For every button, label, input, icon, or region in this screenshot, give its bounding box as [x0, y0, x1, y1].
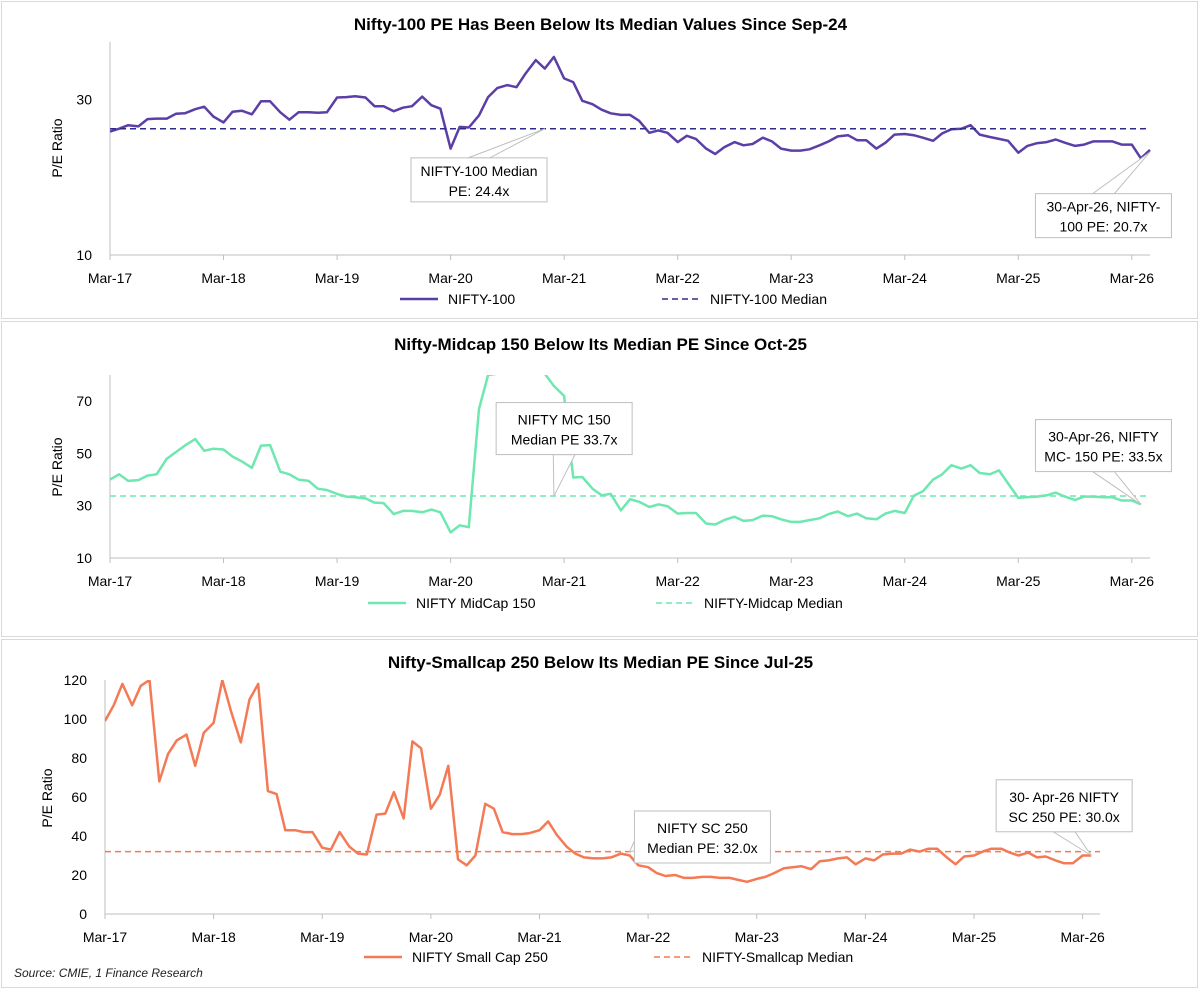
- smallcap-x-tick-label: Mar-18: [191, 929, 236, 945]
- midcap-x-tick-label: Mar-23: [769, 573, 814, 589]
- midcap-legend-label: NIFTY MidCap 150: [416, 595, 536, 611]
- smallcap-y-tick-label: 40: [71, 828, 87, 844]
- nifty-100-chart-panel: Nifty-100 PE Has Been Below Its Median V…: [1, 1, 1198, 319]
- midcap-x-tick-label: Mar-21: [542, 573, 587, 589]
- midcap-x-tick-label: Mar-20: [428, 573, 473, 589]
- midcap-x-tick-label: Mar-24: [883, 573, 928, 589]
- midcap-y-axis-label: P/E Ratio: [49, 437, 65, 496]
- nifty100-x-tick-label: Mar-23: [769, 270, 814, 286]
- smallcap-y-tick-label: 80: [71, 750, 87, 766]
- midcap-x-tick-label: Mar-25: [996, 573, 1041, 589]
- nifty100-callout-text: 100 PE: 20.7x: [1059, 219, 1147, 235]
- smallcap-callout-box: [633, 810, 771, 864]
- nifty100-y-tick-label: 10: [76, 247, 92, 263]
- nifty100-series-nifty-100: [110, 55, 1151, 160]
- nifty100-callout-text: 30-Apr-26, NIFTY-: [1047, 199, 1161, 215]
- smallcap-y-tick-label: 0: [79, 906, 87, 922]
- smallcap-callout-box: [995, 779, 1133, 833]
- midcap-callout-text: 30-Apr-26, NIFTY: [1048, 429, 1159, 445]
- nifty-smallcap-chart-panel: Nifty-Smallcap 250 Below Its Median PE S…: [1, 639, 1198, 988]
- nifty100-y-tick-label: 30: [76, 91, 92, 107]
- nifty100-callout-pointer: [467, 128, 546, 159]
- nifty100-x-tick-label: Mar-21: [542, 270, 587, 286]
- nifty100-x-tick-label: Mar-19: [315, 270, 360, 286]
- smallcap-legend-label: NIFTY-Smallcap Median: [702, 949, 853, 965]
- smallcap-x-tick-label: Mar-21: [517, 929, 562, 945]
- smallcap-callout-text: SC 250 PE: 30.0x: [1009, 809, 1120, 825]
- midcap-series-nifty-midcap-150: [110, 375, 1142, 534]
- midcap-chart-title: Nifty-Midcap 150 Below Its Median PE Sin…: [394, 335, 807, 354]
- midcap-callout-text: Median PE 33.7x: [511, 432, 618, 448]
- nifty100-callout-text: PE: 24.4x: [449, 183, 510, 199]
- smallcap-series-nifty-small-cap-250: [105, 680, 1092, 884]
- smallcap-callout-text: NIFTY SC 250: [657, 820, 748, 836]
- smallcap-y-tick-label: 60: [71, 789, 87, 805]
- smallcap-x-tick-label: Mar-25: [952, 929, 997, 945]
- nifty100-x-tick-label: Mar-20: [428, 270, 473, 286]
- nifty100-chart-svg: Nifty-100 PE Has Been Below Its Median V…: [49, 15, 1172, 307]
- smallcap-y-tick-label: 100: [64, 711, 88, 727]
- nifty100-callout-pointer: [1091, 151, 1151, 195]
- smallcap-chart-title: Nifty-Smallcap 250 Below Its Median PE S…: [388, 653, 813, 672]
- nifty100-x-tick-label: Mar-26: [1110, 270, 1155, 286]
- smallcap-callout-text: 30- Apr-26 NIFTY: [1009, 789, 1119, 805]
- nifty100-x-tick-label: Mar-17: [88, 270, 133, 286]
- nifty100-x-tick-label: Mar-24: [883, 270, 928, 286]
- midcap-callout-box: [1034, 419, 1172, 473]
- smallcap-x-tick-label: Mar-22: [626, 929, 671, 945]
- smallcap-callout-text: Median PE: 32.0x: [647, 840, 758, 856]
- nifty100-x-tick-label: Mar-18: [201, 270, 246, 286]
- smallcap-legend-label: NIFTY Small Cap 250: [412, 949, 548, 965]
- smallcap-x-tick-label: Mar-23: [735, 929, 780, 945]
- nifty100-callout-box: [1034, 193, 1172, 239]
- smallcap-x-tick-label: Mar-26: [1060, 929, 1105, 945]
- smallcap-y-tick-label: 20: [71, 867, 87, 883]
- smallcap-x-tick-label: Mar-24: [843, 929, 888, 945]
- midcap-y-tick-label: 70: [76, 393, 92, 409]
- midcap-y-tick-label: 10: [76, 550, 92, 566]
- nifty100-callout-text: NIFTY-100 Median: [421, 163, 538, 179]
- midcap-callout-text: MC- 150 PE: 33.5x: [1044, 449, 1162, 465]
- smallcap-y-axis-label: P/E Ratio: [39, 768, 55, 827]
- midcap-x-tick-label: Mar-19: [315, 573, 360, 589]
- midcap-callout-text: NIFTY MC 150: [518, 412, 611, 428]
- midcap-x-tick-label: Mar-17: [88, 573, 133, 589]
- midcap-legend-label: NIFTY-Midcap Median: [704, 595, 843, 611]
- midcap-chart-svg: Nifty-Midcap 150 Below Its Median PE Sin…: [49, 335, 1172, 611]
- midcap-x-tick-label: Mar-18: [201, 573, 246, 589]
- midcap-y-tick-label: 30: [76, 498, 92, 514]
- midcap-x-tick-label: Mar-22: [656, 573, 701, 589]
- nifty100-x-tick-label: Mar-22: [656, 270, 701, 286]
- smallcap-y-tick-label: 120: [64, 672, 88, 688]
- nifty100-x-tick-label: Mar-25: [996, 270, 1041, 286]
- smallcap-x-tick-label: Mar-20: [409, 929, 454, 945]
- source-note: Source: CMIE, 1 Finance Research: [14, 966, 203, 980]
- midcap-x-tick-label: Mar-26: [1110, 573, 1155, 589]
- midcap-y-tick-label: 50: [76, 445, 92, 461]
- nifty100-chart-title: Nifty-100 PE Has Been Below Its Median V…: [354, 15, 848, 34]
- nifty100-legend-label: NIFTY-100 Median: [710, 291, 827, 307]
- nifty100-callout-box: [410, 157, 548, 203]
- smallcap-callout-pointer: [628, 840, 635, 853]
- smallcap-x-tick-label: Mar-17: [83, 929, 128, 945]
- smallcap-chart-svg: Nifty-Smallcap 250 Below Its Median PE S…: [39, 653, 1133, 965]
- nifty100-legend-label: NIFTY-100: [448, 291, 515, 307]
- nifty100-y-axis-label: P/E Ratio: [49, 118, 65, 177]
- nifty-midcap-chart-panel: Nifty-Midcap 150 Below Its Median PE Sin…: [1, 321, 1198, 637]
- smallcap-x-tick-label: Mar-19: [300, 929, 345, 945]
- midcap-callout-box: [495, 402, 633, 456]
